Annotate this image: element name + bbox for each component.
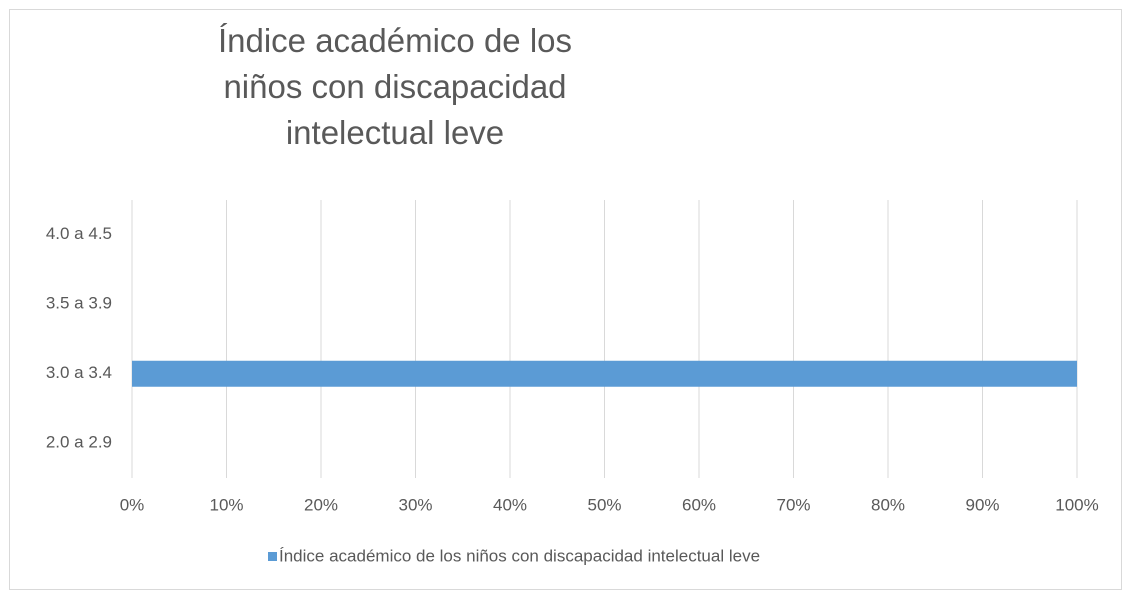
x-tick-label: 70% bbox=[776, 495, 810, 514]
x-tick-label: 10% bbox=[209, 495, 243, 514]
y-tick-label: 3.5 a 3.9 bbox=[46, 294, 112, 313]
chart-border bbox=[9, 9, 1122, 590]
x-tick-label: 100% bbox=[1055, 495, 1098, 514]
y-tick-label: 3.0 a 3.4 bbox=[46, 363, 112, 382]
y-tick-label: 2.0 a 2.9 bbox=[46, 433, 112, 452]
legend-label: Índice académico de los niños con discap… bbox=[279, 546, 760, 565]
x-tick-label: 0% bbox=[120, 495, 145, 514]
bar bbox=[132, 360, 1077, 387]
x-tick-label: 90% bbox=[965, 495, 999, 514]
x-tick-label: 30% bbox=[398, 495, 432, 514]
x-tick-label: 60% bbox=[682, 495, 716, 514]
x-tick-label: 80% bbox=[871, 495, 905, 514]
x-tick-label: 40% bbox=[493, 495, 527, 514]
legend-swatch bbox=[268, 552, 277, 561]
y-tick-label: 4.0 a 4.5 bbox=[46, 224, 112, 243]
x-tick-label: 50% bbox=[587, 495, 621, 514]
x-tick-label: 20% bbox=[304, 495, 338, 514]
chart-title: Índice académico de los niños con discap… bbox=[217, 22, 573, 151]
